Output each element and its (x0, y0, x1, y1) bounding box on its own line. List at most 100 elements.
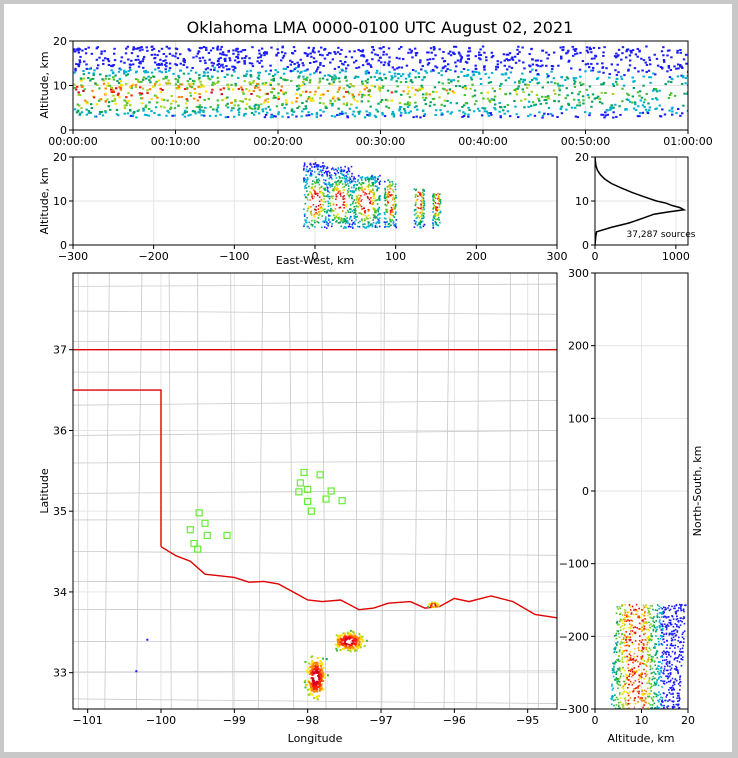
source-pixel (635, 609, 638, 611)
source-pixel (363, 645, 366, 648)
source-pixel (378, 47, 381, 50)
source-pixel (581, 95, 585, 98)
source-pixel (78, 93, 82, 96)
source-pixel (546, 76, 549, 79)
source-pixel (646, 660, 648, 662)
source-pixel (619, 675, 622, 678)
source-pixel (430, 604, 433, 607)
source-pixel (383, 211, 386, 214)
source-pixel (509, 71, 513, 74)
source-pixel (668, 689, 670, 691)
source-pixel (640, 672, 642, 675)
source-pixel (630, 673, 633, 675)
source-pixel (641, 649, 643, 652)
lma-station-marker (338, 497, 346, 505)
source-pixel (303, 83, 306, 86)
source-pixel (641, 656, 643, 659)
source-pixel (621, 52, 624, 55)
source-pixel (515, 87, 518, 90)
source-pixel (415, 188, 418, 191)
source-pixel (387, 179, 389, 182)
source-pixel (217, 62, 221, 65)
source-pixel (666, 650, 669, 653)
source-pixel (169, 107, 172, 110)
source-pixel (463, 112, 467, 115)
source-pixel (269, 84, 272, 87)
source-pixel (521, 72, 524, 75)
source-pixel (306, 216, 308, 219)
source-pixel (474, 67, 477, 70)
source-pixel (578, 68, 582, 71)
source-pixel (266, 101, 270, 104)
source-pixel (458, 109, 461, 112)
source-pixel (303, 167, 305, 170)
source-pixel (268, 108, 272, 111)
source-pixel (281, 45, 285, 48)
source-pixel (547, 106, 551, 109)
source-pixel (684, 604, 687, 606)
source-pixel (438, 198, 441, 201)
source-pixel (367, 221, 369, 223)
source-pixel (269, 69, 273, 72)
source-pixel (654, 627, 657, 629)
source-pixel (128, 86, 132, 89)
source-pixel (123, 112, 126, 115)
source-pixel (615, 642, 617, 644)
source-pixel (84, 48, 87, 51)
source-pixel (215, 108, 218, 111)
source-pixel (654, 609, 657, 611)
source-pixel (625, 636, 628, 638)
source-pixel (439, 210, 442, 213)
source-pixel (305, 170, 308, 173)
source-pixel (277, 111, 280, 114)
time-height-sources (73, 45, 688, 119)
source-pixel (286, 65, 289, 68)
source-pixel (337, 217, 340, 219)
source-pixel (414, 76, 417, 79)
source-pixel (317, 201, 319, 203)
source-pixel (628, 64, 632, 67)
source-pixel (667, 705, 670, 707)
source-pixel (660, 671, 662, 673)
source-pixel (338, 201, 341, 204)
source-pixel (677, 700, 679, 703)
source-pixel (332, 203, 335, 206)
source-pixel (406, 92, 410, 95)
source-pixel (226, 73, 229, 76)
source-pixel (620, 651, 623, 654)
source-pixel (318, 662, 321, 665)
source-pixel (157, 79, 161, 82)
source-pixel (75, 63, 78, 66)
source-pixel (302, 75, 305, 78)
source-pixel (293, 49, 297, 52)
source-pixel (614, 103, 617, 106)
source-pixel (619, 676, 622, 679)
source-pixel (232, 52, 235, 55)
source-pixel (351, 645, 354, 648)
source-pixel (149, 76, 153, 79)
source-pixel (344, 112, 347, 115)
source-pixel (315, 181, 318, 184)
source-pixel (684, 53, 688, 56)
source-pixel (371, 225, 374, 228)
source-pixel (335, 198, 337, 200)
source-pixel (313, 687, 316, 690)
source-pixel (487, 81, 491, 84)
source-pixel (99, 111, 102, 114)
source-pixel (352, 110, 355, 113)
source-pixel (314, 221, 316, 224)
source-pixel (199, 86, 203, 89)
source-pixel (153, 57, 156, 60)
source-pixel (655, 651, 658, 654)
source-pixel (414, 52, 418, 55)
source-pixel (254, 107, 257, 110)
source-pixel (648, 624, 651, 627)
source-pixel (634, 687, 637, 690)
source-pixel (447, 52, 450, 55)
source-pixel (657, 661, 660, 663)
source-pixel (641, 104, 645, 107)
source-pixel (641, 69, 644, 72)
source-pixel (467, 106, 470, 109)
source-pixel (671, 639, 674, 641)
source-pixel (251, 65, 255, 68)
